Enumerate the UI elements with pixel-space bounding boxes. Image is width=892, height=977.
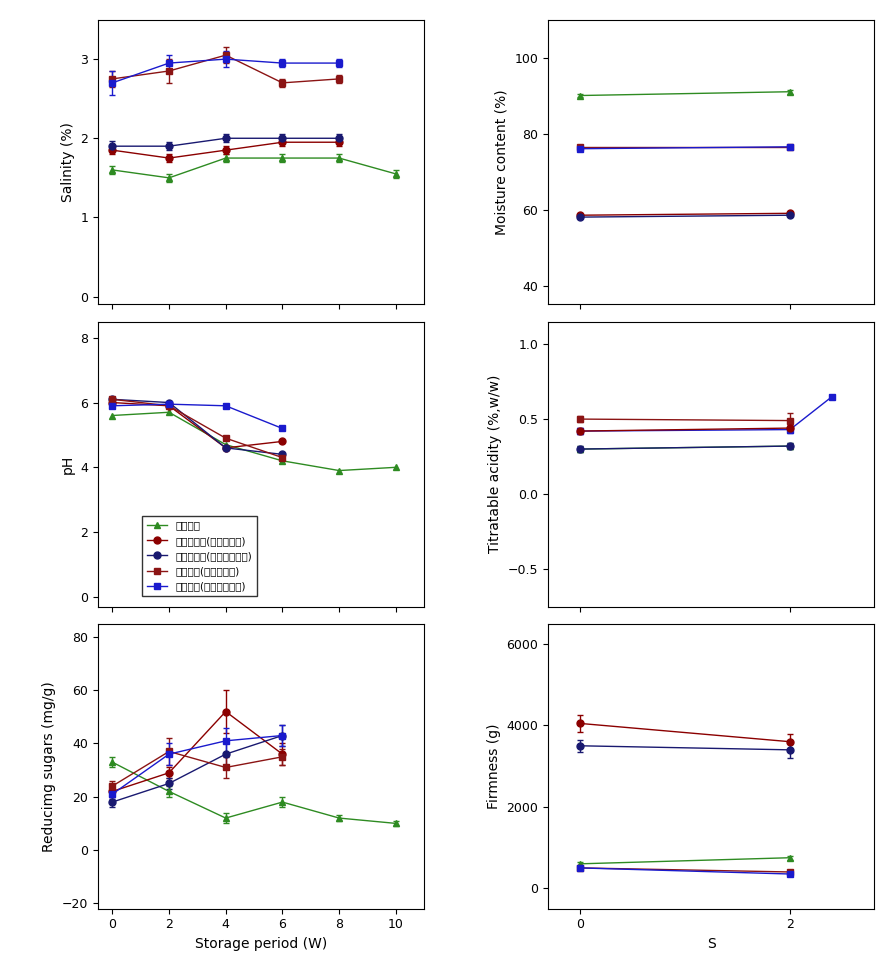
- Legend: 배추김치, 고구마김치(찹쌀풀첨가), 고구마김치(찹쌀풀미첨가), 돼지감자(찹쌀풀첨가), 돼지감자(찹쌀풀미첨가): 배추김치, 고구마김치(찹쌀풀첨가), 고구마김치(찹쌀풀미첨가), 돼지감자(…: [143, 517, 257, 596]
- Y-axis label: Reducimg sugars (mg/g): Reducimg sugars (mg/g): [43, 681, 56, 852]
- Y-axis label: Moisture content (%): Moisture content (%): [495, 89, 509, 234]
- Y-axis label: Firmness (g): Firmness (g): [487, 723, 501, 809]
- X-axis label: S: S: [706, 937, 715, 951]
- Y-axis label: Titratable acidity (%,w/w): Titratable acidity (%,w/w): [488, 375, 502, 553]
- Y-axis label: pH: pH: [61, 454, 75, 474]
- Y-axis label: Salinity (%): Salinity (%): [61, 122, 75, 202]
- X-axis label: Storage period (W): Storage period (W): [195, 937, 327, 951]
